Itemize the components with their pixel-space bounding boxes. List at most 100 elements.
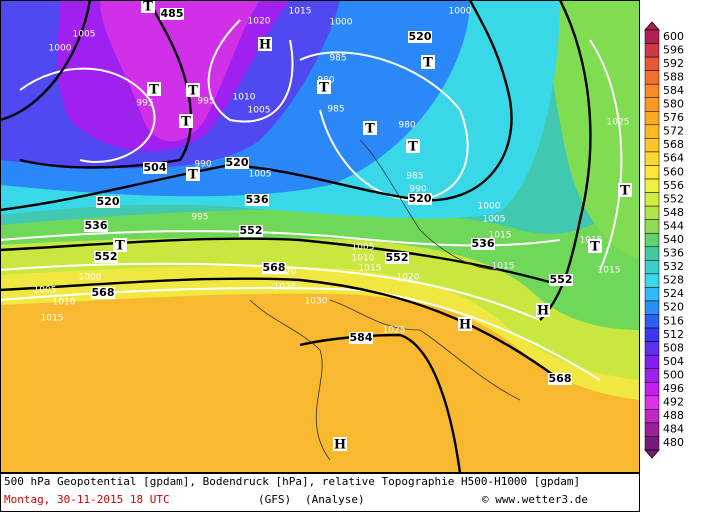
pressure-label: 1000 (449, 7, 472, 17)
contour-label: 536 (246, 193, 269, 206)
colorbar-label: 520 (663, 301, 684, 314)
colorbar-label: 592 (663, 57, 684, 70)
pressure-label: 985 (406, 172, 423, 182)
contour-label: 568 (549, 372, 572, 385)
colorbar-swatch (644, 29, 660, 44)
pressure-label: 1015 (41, 314, 64, 324)
pressure-label: 1015 (489, 231, 512, 241)
pressure-center-box (458, 317, 472, 331)
pressure-label: 1010 (233, 93, 256, 103)
contour-label-box (94, 251, 118, 263)
pressure-label: 1005 (34, 286, 57, 296)
colorbar-swatch (644, 205, 660, 220)
colorbar-swatch (644, 56, 660, 71)
colorbar-label: 480 (663, 436, 684, 449)
pressure-center: T (181, 115, 191, 130)
pressure-label: 1015 (598, 266, 621, 276)
pressure-center: H (537, 304, 549, 319)
colorbar-swatch (644, 300, 660, 315)
pressure-center-box (317, 80, 331, 94)
colorbar-swatch (644, 395, 660, 410)
colorbar-swatch (644, 314, 660, 329)
pressure-center-box (421, 55, 435, 69)
colorbar-swatch (644, 368, 660, 383)
colorbar-swatch (644, 138, 660, 153)
contour-label: 584 (350, 331, 373, 344)
contour-label-box (349, 332, 373, 344)
contour-label: 520 (409, 192, 432, 205)
pressure-center: T (188, 84, 198, 99)
geopotential-lines (0, 0, 592, 474)
pressure-label: 1005 (248, 106, 271, 116)
pressure-label: 990 (194, 160, 211, 170)
colorbar-swatch (644, 232, 660, 248)
pressure-center-box (363, 121, 377, 135)
footer-description: 500 hPa Geopotential [gpdam], Bodendruck… (4, 475, 580, 488)
pressure-label: 985 (329, 54, 346, 64)
contour-label: 568 (92, 286, 115, 299)
colorbar-label: 596 (663, 43, 684, 56)
pressure-label: 1010 (53, 298, 76, 308)
colorbar-swatch (644, 422, 660, 437)
footer-model: (GFS) (258, 493, 291, 506)
contour-label-box (471, 238, 495, 250)
pressure-center-box (333, 437, 347, 451)
pressure-center: T (143, 0, 153, 15)
footer-run: (Analyse) (305, 493, 365, 506)
colorbar-swatch (644, 341, 660, 356)
pressure-label: 990 (409, 185, 426, 195)
colorbar-label: 496 (663, 382, 684, 395)
map-frame (0, 0, 640, 473)
colorbar-label: 492 (663, 396, 684, 409)
pressure-center: T (149, 83, 159, 98)
map: 1015102010001000985101010059959809859809… (0, 0, 640, 474)
colorbar-label: 568 (663, 138, 684, 151)
pressure-center: T (365, 122, 375, 137)
colorbar-label: 536 (663, 247, 684, 260)
colorbar-label: 528 (663, 274, 684, 287)
colorbar-label: 508 (663, 341, 684, 354)
pressure-center: T (590, 240, 600, 255)
pressure-label: 995 (136, 99, 153, 109)
contour-label-box (239, 225, 263, 237)
contour-label: 504 (144, 161, 167, 174)
colorbar-label: 532 (663, 260, 684, 273)
pressure-label: 1000 (49, 44, 72, 54)
pressure-center: T (188, 168, 198, 183)
colorbar-label: 484 (663, 423, 684, 436)
contour-label: 485 (161, 7, 184, 20)
pressure-center: T (423, 56, 433, 71)
contour-label-box (385, 252, 409, 264)
pressure-label: 1025 (274, 283, 297, 293)
contour-label-box (408, 193, 432, 205)
colorbar-label: 560 (663, 165, 684, 178)
contour-label: 552 (386, 251, 409, 264)
footer-date: Montag, 30-11-2015 18 UTC (4, 493, 170, 506)
colorbar-label: 544 (663, 219, 684, 232)
contour-label: 520 (97, 195, 120, 208)
colorbar-swatch (644, 111, 660, 126)
pressure-center: T (620, 184, 630, 199)
pressure-label: 1005 (483, 215, 506, 225)
colorbar-swatch (644, 382, 660, 397)
pressure-label: 1005 (352, 243, 375, 253)
colorbar-swatch (644, 70, 660, 85)
colorbar-label: 588 (663, 70, 684, 83)
pressure-label: 1030 (305, 297, 328, 307)
contour-label-box (91, 287, 115, 299)
contour-label-box (160, 8, 184, 20)
colorbar-label: 488 (663, 409, 684, 422)
colorbar: 6005965925885845805765725685645605565525… (644, 21, 684, 459)
pressure-center-box (618, 183, 632, 197)
pressure-center: T (319, 81, 329, 96)
colorbar-swatch (644, 273, 660, 288)
pressure-label: 985 (327, 105, 344, 115)
contour-label-box (225, 157, 249, 169)
pressure-label: 1005 (73, 30, 96, 40)
colorbar-swatch (644, 354, 660, 369)
colorbar-swatch (644, 436, 660, 451)
coastlines (249, 139, 521, 461)
pressure-center-box (113, 238, 127, 252)
pressure-label: 1000 (79, 273, 102, 283)
